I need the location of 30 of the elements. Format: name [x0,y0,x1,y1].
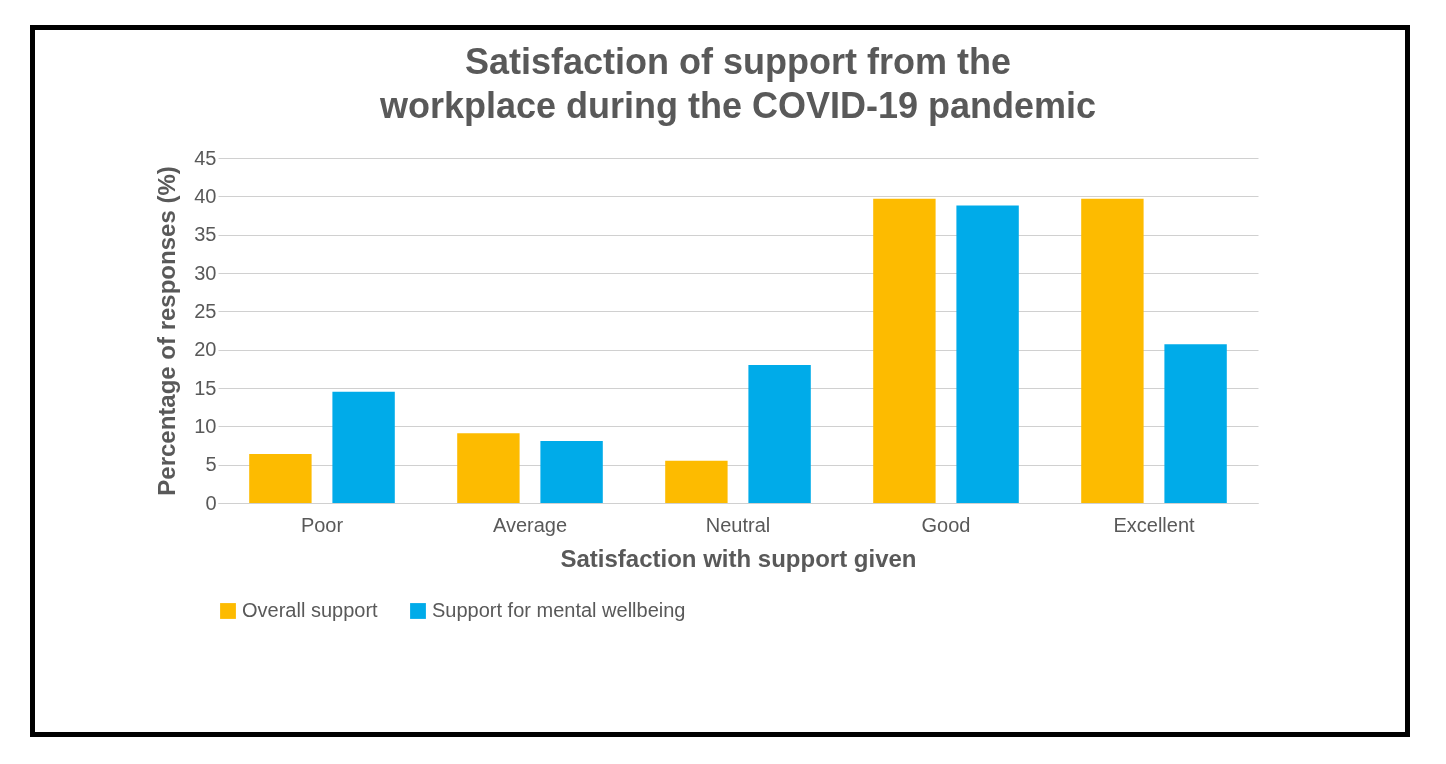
y-axis-title: Percentage of responses (%) [153,166,181,496]
y-tick-label: 15 [194,376,217,399]
x-axis-title: Satisfaction with support given [560,544,917,572]
bar [540,440,603,503]
x-tick-label: Poor [300,513,344,536]
bar [457,433,520,503]
y-tick-label: 35 [194,223,217,246]
x-tick-label: Average [492,513,568,536]
x-tick-label: Excellent [1113,513,1196,536]
x-tick-label: Neutral [705,513,771,536]
y-tick-label: 25 [194,299,217,322]
y-tick-label: 45 [194,146,217,169]
x-tick-label: Good [921,513,971,536]
y-tick-label: 10 [194,414,217,437]
legend-label: Support for mental wellbeing [432,599,686,621]
y-tick-label: 20 [194,338,217,361]
y-tick-label: 30 [194,261,217,284]
y-tick-label: 5 [205,453,217,476]
legend-label: Overall support [242,599,379,621]
y-tick-label: 0 [205,491,217,514]
bar [249,453,312,503]
bar [665,460,728,503]
bar [1164,344,1227,503]
chart-title: Satisfaction of support from the workplace during the COVID-19 pandemic [378,41,1097,126]
bar [748,365,811,503]
y-tick-label: 40 [194,184,217,207]
bar [332,391,395,503]
bar [956,205,1019,503]
bar [1081,198,1144,503]
bar [873,198,936,503]
